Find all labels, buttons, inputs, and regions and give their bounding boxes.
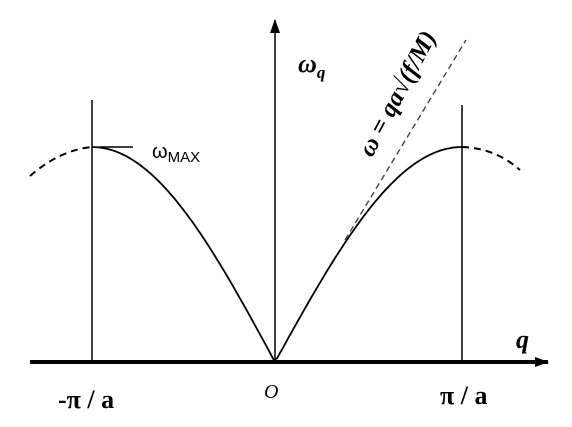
dispersion-extension-right	[461, 146, 521, 171]
tangent-formula: ω = qa√(f/M)	[353, 27, 441, 161]
dispersion-curve	[91, 146, 463, 362]
right-boundary-label: π / a	[440, 381, 487, 410]
tangent-line	[344, 39, 467, 241]
omega-max-label: ωMAX	[152, 141, 200, 166]
omega-q-base: ω	[298, 49, 317, 78]
omega-max-base: ω	[152, 141, 168, 163]
dispersion-extension-left	[29, 146, 93, 177]
omega-max-sub: MAX	[168, 149, 201, 166]
left-boundary-label: -π / a	[58, 385, 114, 414]
origin-label: O	[264, 381, 278, 403]
q-axis-label: q	[516, 325, 529, 354]
omega-q-label: ωq	[298, 49, 326, 82]
omega-q-sub: q	[317, 63, 326, 82]
